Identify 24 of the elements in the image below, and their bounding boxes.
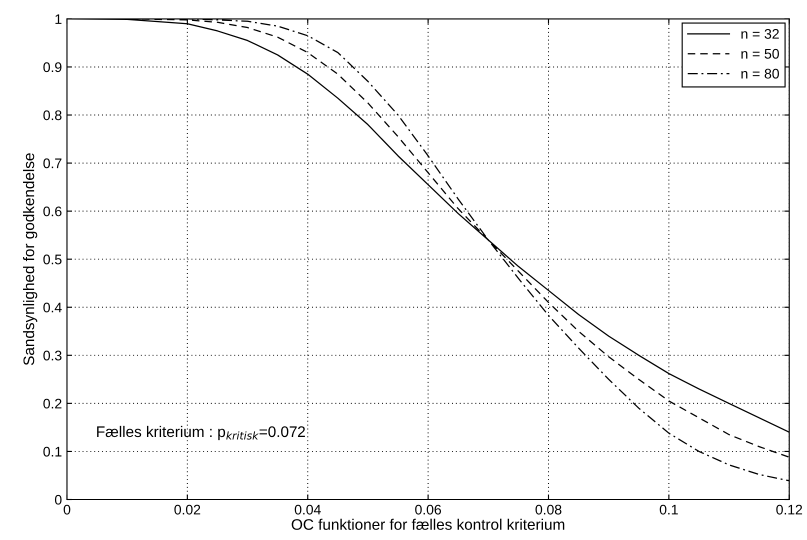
x-tick-label: 0 (64, 504, 70, 515)
y-tick-label: 0.2 (43, 398, 62, 409)
x-tick-label: 0.08 (536, 504, 562, 515)
y-axis-title: Sandsynlighed for godkendelse (23, 153, 38, 366)
y-tick-label: 0.4 (43, 302, 62, 312)
y-tick-label: 0.3 (43, 350, 62, 360)
x-tick-label: 0.1 (660, 504, 678, 515)
y-tick-label: 0 (54, 494, 62, 505)
legend-label: n = 80 (741, 68, 779, 79)
y-tick-label: 0.6 (43, 206, 62, 216)
legend-label: n = 32 (741, 28, 779, 39)
annotation: Fælles kriterium : p$_{kritisk}$=0.072 (97, 426, 305, 440)
y-tick-label: 0.7 (43, 158, 62, 168)
x-tick-label: 0.06 (415, 504, 442, 515)
legend-label: n = 50 (741, 48, 779, 59)
y-tick-label: 0.1 (43, 446, 62, 457)
x-tick-label: 0.02 (174, 504, 200, 515)
x-tick-label: 0.12 (776, 504, 802, 515)
y-tick-label: 0.9 (43, 62, 62, 72)
x-tick-label: 0.04 (294, 504, 321, 515)
y-tick-label: 1 (55, 14, 62, 24)
y-tick-label: 0.5 (43, 254, 62, 264)
x-axis-title: OC funktioner for fælles kontrol kriterium (292, 518, 564, 530)
y-tick-label: 0.8 (43, 110, 62, 120)
